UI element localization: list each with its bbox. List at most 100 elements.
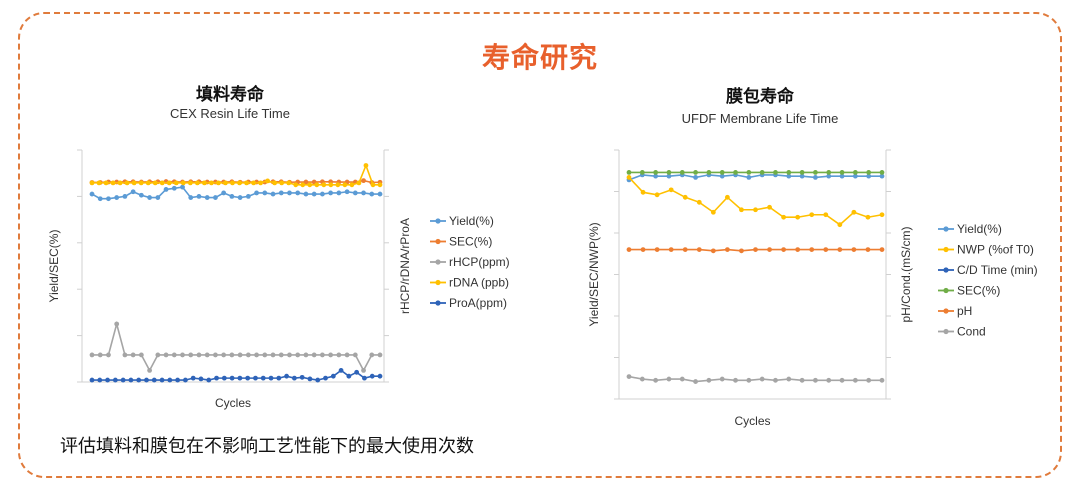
chart1-legend-label: SEC(%)	[449, 235, 492, 249]
chart2-line-nwp-of-t0	[628, 176, 883, 226]
chart1-point-rhcp-ppm	[196, 352, 202, 358]
chart2-point-cond	[666, 376, 672, 382]
chart2-legend-marker	[943, 226, 949, 232]
chart1-legend-item-proa-ppm: ProA(ppm)	[430, 296, 507, 310]
chart2-legend-item-cond: Cond	[938, 325, 986, 339]
chart2-point-sec	[626, 170, 632, 175]
chart1-subtitle: CEX Resin Life Time	[170, 106, 290, 121]
chart1-point-yield	[287, 190, 292, 196]
chart1-point-proa-ppm	[323, 375, 328, 381]
chart2-point-cond	[653, 377, 659, 383]
chart2-point-ph	[724, 247, 730, 253]
chart2-point-cond	[719, 376, 725, 382]
chart2-point-sec	[852, 170, 858, 175]
chart2-legend-label: NWP (%of T0)	[957, 243, 1034, 257]
chart1-point-rdna-ppb	[272, 180, 278, 186]
chart2-legend-label: SEC(%)	[957, 284, 1000, 298]
chart2-point-cond	[759, 376, 765, 382]
chart2-legend-marker	[943, 246, 949, 253]
chart2-series-yield	[626, 172, 885, 183]
chart1-legend-marker	[435, 238, 441, 245]
chart1-point-proa-ppm	[206, 377, 212, 383]
chart1-point-proa-ppm	[167, 377, 173, 383]
chart1-point-yield	[171, 185, 177, 191]
chart2-point-yield	[839, 173, 845, 179]
chart1-point-rhcp-ppm	[377, 352, 383, 358]
chart2-point-sec	[826, 170, 832, 175]
chart1-point-rhcp-ppm	[155, 352, 161, 358]
chart2-point-ph	[851, 247, 857, 253]
chart2-point-yield	[852, 173, 858, 179]
footer-note: 评估填料和膜包在不影响工艺性能下的最大使用次数	[60, 436, 474, 457]
chart1-point-proa-ppm	[338, 368, 344, 373]
chart2-point-cond	[679, 376, 685, 382]
chart2-point-cond	[866, 377, 872, 383]
chart1-point-yield	[221, 190, 227, 196]
chart2-title: 膜包寿命	[726, 87, 794, 107]
chart2-point-nwp-of-t0	[865, 214, 871, 220]
chart2-point-ph	[781, 247, 787, 253]
chart1-point-rdna-ppb	[216, 180, 221, 186]
chart1-point-proa-ppm	[362, 375, 367, 381]
chart1-point-rdna-ppb	[244, 180, 249, 186]
chart1-point-yield	[344, 189, 350, 195]
chart1-point-yield	[180, 184, 185, 190]
chart2-point-ph	[767, 247, 772, 253]
chart1-point-rhcp-ppm	[254, 352, 259, 358]
chart1-legend-label: rDNA (ppb)	[449, 276, 509, 290]
chart1-point-rdna-ppb	[349, 182, 355, 188]
chart2-series-nwp-of-t0	[626, 174, 885, 228]
chart1-legend-label: rHCP(ppm)	[449, 255, 510, 269]
chart2-point-sec	[733, 170, 738, 175]
chart1-point-proa-ppm	[183, 377, 188, 383]
chart1-point-rdna-ppb	[96, 180, 102, 186]
chart1-point-rdna-ppb	[251, 180, 256, 186]
chart1-point-rhcp-ppm	[180, 352, 185, 358]
chart1-point-proa-ppm	[276, 375, 282, 381]
chart2-series-ph	[626, 247, 885, 254]
chart2-point-cond	[773, 377, 778, 383]
chart1-title: 填料寿命	[196, 85, 264, 105]
chart1-line-proa-ppm	[92, 369, 380, 381]
chart1-point-rdna-ppb	[201, 180, 207, 186]
chart1-point-yield	[196, 194, 202, 199]
chart1-point-yield	[213, 195, 218, 200]
chart1-plot: Cycles Yield/SEC(%) rHCP/rDNA/rProA Yield(%…	[47, 149, 510, 410]
chart1-point-rhcp-ppm	[130, 352, 136, 358]
chart2-point-nwp-of-t0	[767, 204, 772, 210]
chart1-y-axis-label: Yield/SEC(%)	[47, 230, 61, 303]
chart1-point-yield	[97, 196, 103, 202]
chart1-point-proa-ppm	[159, 377, 165, 383]
chart1-point-rdna-ppb	[138, 180, 144, 186]
chart2-point-cond	[706, 377, 712, 383]
chart2-point-ph	[696, 247, 702, 253]
chart2-point-sec	[719, 170, 725, 175]
chart1-point-rdna-ppb	[314, 182, 320, 188]
chart2-point-nwp-of-t0	[739, 207, 744, 213]
chart2-plot: Cycles Yield/SEC/NWP(%) pH/Cond.(mS/cm) Yie…	[587, 149, 1038, 428]
chart1-point-rdna-ppb	[145, 180, 151, 186]
chart1-point-rdna-ppb	[300, 182, 306, 188]
chart1-series-rdna-ppb	[89, 163, 383, 188]
chart1-point-proa-ppm	[245, 375, 251, 381]
chart2-point-nwp-of-t0	[851, 209, 857, 215]
chart1-point-proa-ppm	[190, 375, 196, 381]
chart1-point-yield	[138, 192, 144, 198]
chart2-point-sec	[839, 170, 845, 175]
chart1-point-rhcp-ppm	[295, 352, 301, 358]
chart1-point-rdna-ppb	[370, 182, 376, 188]
chart1-point-rhcp-ppm	[336, 352, 342, 358]
chart1-point-proa-ppm	[291, 375, 297, 381]
chart1-point-yield	[89, 191, 95, 197]
chart1-point-rhcp-ppm	[229, 352, 235, 358]
chart1-point-rdna-ppb	[307, 182, 313, 188]
chart1-point-rhcp-ppm	[320, 352, 325, 358]
chart1-point-yield	[106, 196, 111, 202]
chart1-point-rhcp-ppm	[213, 352, 218, 358]
chart2-point-yield	[666, 173, 672, 179]
chart1-point-rhcp-ppm	[147, 368, 153, 373]
chart1-line-rhcp-ppm	[92, 320, 380, 373]
chart2-point-ph	[795, 247, 801, 253]
chart1-point-yield	[155, 195, 161, 200]
chart1-point-rdna-ppb	[159, 180, 165, 186]
